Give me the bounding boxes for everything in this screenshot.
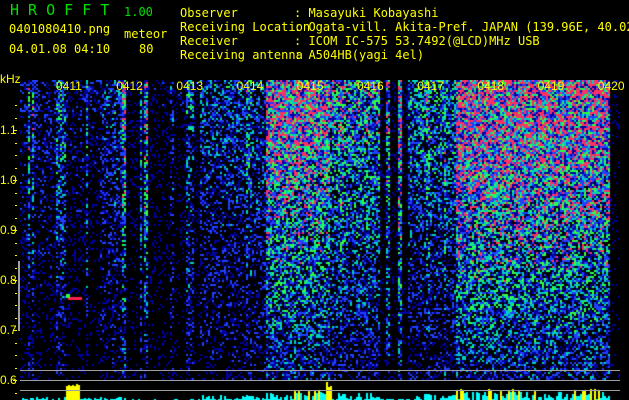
info-label-receiver: Receiver	[180, 34, 238, 48]
grid-line	[20, 390, 620, 391]
y-minor-tick	[15, 217, 17, 219]
info-value-antenna: : A504HB(yagi 4el)	[294, 48, 425, 62]
x-tick-label: 0413	[176, 79, 204, 93]
y-axis-label: kHz	[0, 72, 21, 86]
info-label-location: Receiving Location	[180, 20, 311, 34]
x-tick-label: 0412	[116, 79, 143, 93]
x-tick-label: 0411	[56, 79, 82, 93]
grid-line	[20, 370, 620, 371]
info-value-location: : Ogata-vill. Akita-Pref. JAPAN (139.96E…	[294, 20, 629, 34]
y-tick-label: 0.6	[0, 373, 17, 387]
x-tick-label: 0415	[296, 79, 324, 93]
meteor-range-marker	[18, 261, 20, 331]
y-tick-label: 0.9	[0, 223, 17, 237]
date-time: 04.01.08 04:10	[9, 42, 111, 56]
y-minor-tick	[15, 355, 17, 356]
x-tick-label: 0414	[236, 79, 264, 93]
y-minor-tick	[15, 255, 17, 256]
info-value-observer: : Masayuki Kobayashi	[294, 6, 439, 20]
y-minor-tick	[15, 342, 17, 344]
meteor-label: meteor	[124, 27, 168, 41]
y-minor-tick	[15, 105, 17, 106]
y-minor-tick	[15, 117, 17, 119]
meteor-count: 80	[139, 42, 154, 56]
y-minor-tick	[15, 267, 17, 269]
y-minor-tick	[15, 130, 17, 131]
app-name: H R O F F T	[10, 1, 110, 19]
spectrogram-heatmap	[20, 80, 620, 400]
y-minor-tick	[15, 155, 17, 156]
y-minor-tick	[15, 305, 17, 306]
x-tick-label: 0416	[357, 79, 384, 93]
y-minor-tick	[15, 317, 17, 319]
y-minor-tick	[15, 167, 17, 169]
y-minor-tick	[15, 142, 17, 144]
info-value-receiver: : ICOM IC-575 53.7492(@LCD)MHz USB	[294, 34, 540, 48]
x-tick-label: 0417	[417, 79, 444, 93]
app-version: 1.00	[124, 5, 153, 19]
y-minor-tick	[15, 280, 17, 281]
info-label-observer: Observer	[180, 6, 238, 20]
grid-line	[20, 380, 620, 381]
y-minor-tick	[15, 205, 17, 206]
y-minor-tick	[15, 242, 17, 244]
y-minor-tick	[15, 367, 17, 369]
x-tick-label: 0420	[597, 79, 625, 93]
y-tick-label: 1.0	[0, 173, 17, 187]
y-minor-tick	[15, 380, 17, 381]
y-tick-label: 0.7	[0, 323, 17, 337]
y-minor-tick	[15, 330, 17, 331]
y-minor-tick	[15, 292, 17, 294]
y-minor-tick	[15, 180, 17, 181]
x-tick-label: 0418	[477, 79, 505, 93]
y-tick-label: 1.1	[0, 123, 17, 137]
y-minor-tick	[15, 230, 17, 231]
y-minor-tick	[15, 392, 17, 394]
x-tick-label: 0419	[537, 79, 565, 93]
info-label-antenna: Receiving antenna	[180, 48, 303, 62]
file-name: 0401080410.png	[9, 22, 111, 36]
y-minor-tick	[15, 192, 17, 194]
y-tick-label: 0.8	[0, 273, 17, 287]
